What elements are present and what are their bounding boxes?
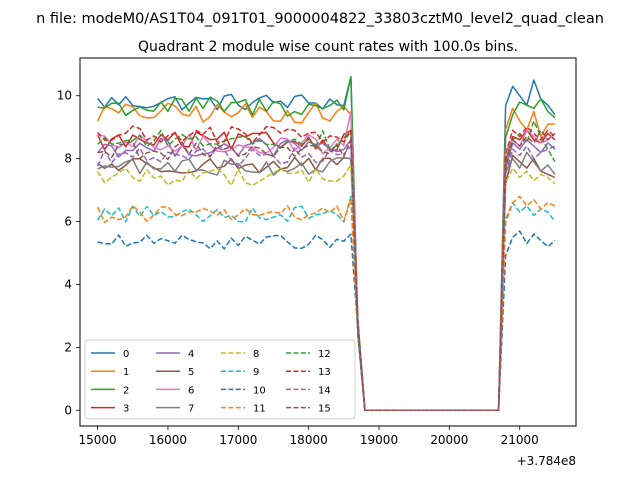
legend-label-12: 12 <box>318 349 331 360</box>
x-tick-label: 21000 <box>501 433 539 447</box>
x-tick-label: 17000 <box>219 433 257 447</box>
y-tick-label: 10 <box>57 89 72 103</box>
x-tick-label: 19000 <box>360 433 398 447</box>
series-line-15 <box>97 129 556 412</box>
legend-label-0: 0 <box>123 349 129 360</box>
legend-label-4: 4 <box>188 349 194 360</box>
series-line-13 <box>97 125 556 412</box>
legend-label-13: 13 <box>318 367 331 378</box>
legend-label-14: 14 <box>318 385 331 396</box>
y-tick-label: 2 <box>64 340 72 354</box>
y-axis: 0 2 4 6 8 10 <box>57 89 80 417</box>
x-tick-label: 18000 <box>290 433 328 447</box>
suptitle: n file: modeM0/AS1T04_091T01_9000004822_… <box>36 11 604 27</box>
legend-label-9: 9 <box>253 367 259 378</box>
chart-title: Quadrant 2 module wise count rates with … <box>138 39 518 55</box>
x-axis: 15000 16000 17000 18000 19000 20000 21000 <box>78 426 539 447</box>
x-tick-label: 16000 <box>149 433 187 447</box>
series-lines <box>96 76 556 412</box>
legend-box <box>84 339 356 420</box>
legend-label-8: 8 <box>253 349 259 360</box>
plot-frame <box>79 57 577 427</box>
legend-label-7: 7 <box>188 404 194 415</box>
x-offset-label: +3.784e8 <box>517 454 576 468</box>
y-tick-label: 4 <box>64 277 72 291</box>
legend-label-2: 2 <box>123 385 129 396</box>
x-tick-label: 15000 <box>78 433 116 447</box>
legend-label-10: 10 <box>253 385 266 396</box>
y-tick-label: 0 <box>64 403 72 417</box>
legend-label-1: 1 <box>123 367 129 378</box>
legend-label-15: 15 <box>318 404 331 415</box>
legend-label-11: 11 <box>253 404 266 415</box>
y-tick-label: 8 <box>64 152 72 166</box>
x-tick-label: 20000 <box>430 433 468 447</box>
y-tick-label: 6 <box>64 215 72 229</box>
legend-label-3: 3 <box>123 404 129 415</box>
legend-label-6: 6 <box>188 385 194 396</box>
legend-label-5: 5 <box>188 367 194 378</box>
